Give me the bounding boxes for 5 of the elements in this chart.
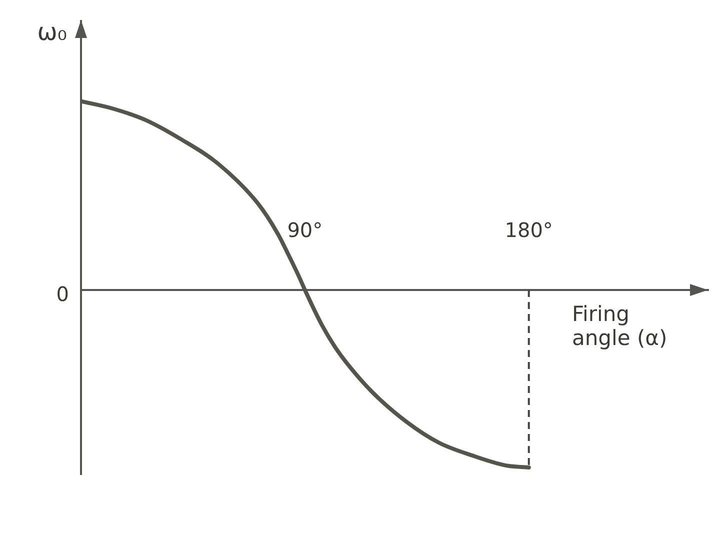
x-tick-label: 90° [287, 218, 323, 242]
x-axis-title: Firing angle (α) [572, 302, 668, 350]
y-axis-title: ω₀ [37, 18, 67, 46]
text: 0 [56, 282, 69, 306]
x-tick-label: 180° [504, 218, 553, 242]
